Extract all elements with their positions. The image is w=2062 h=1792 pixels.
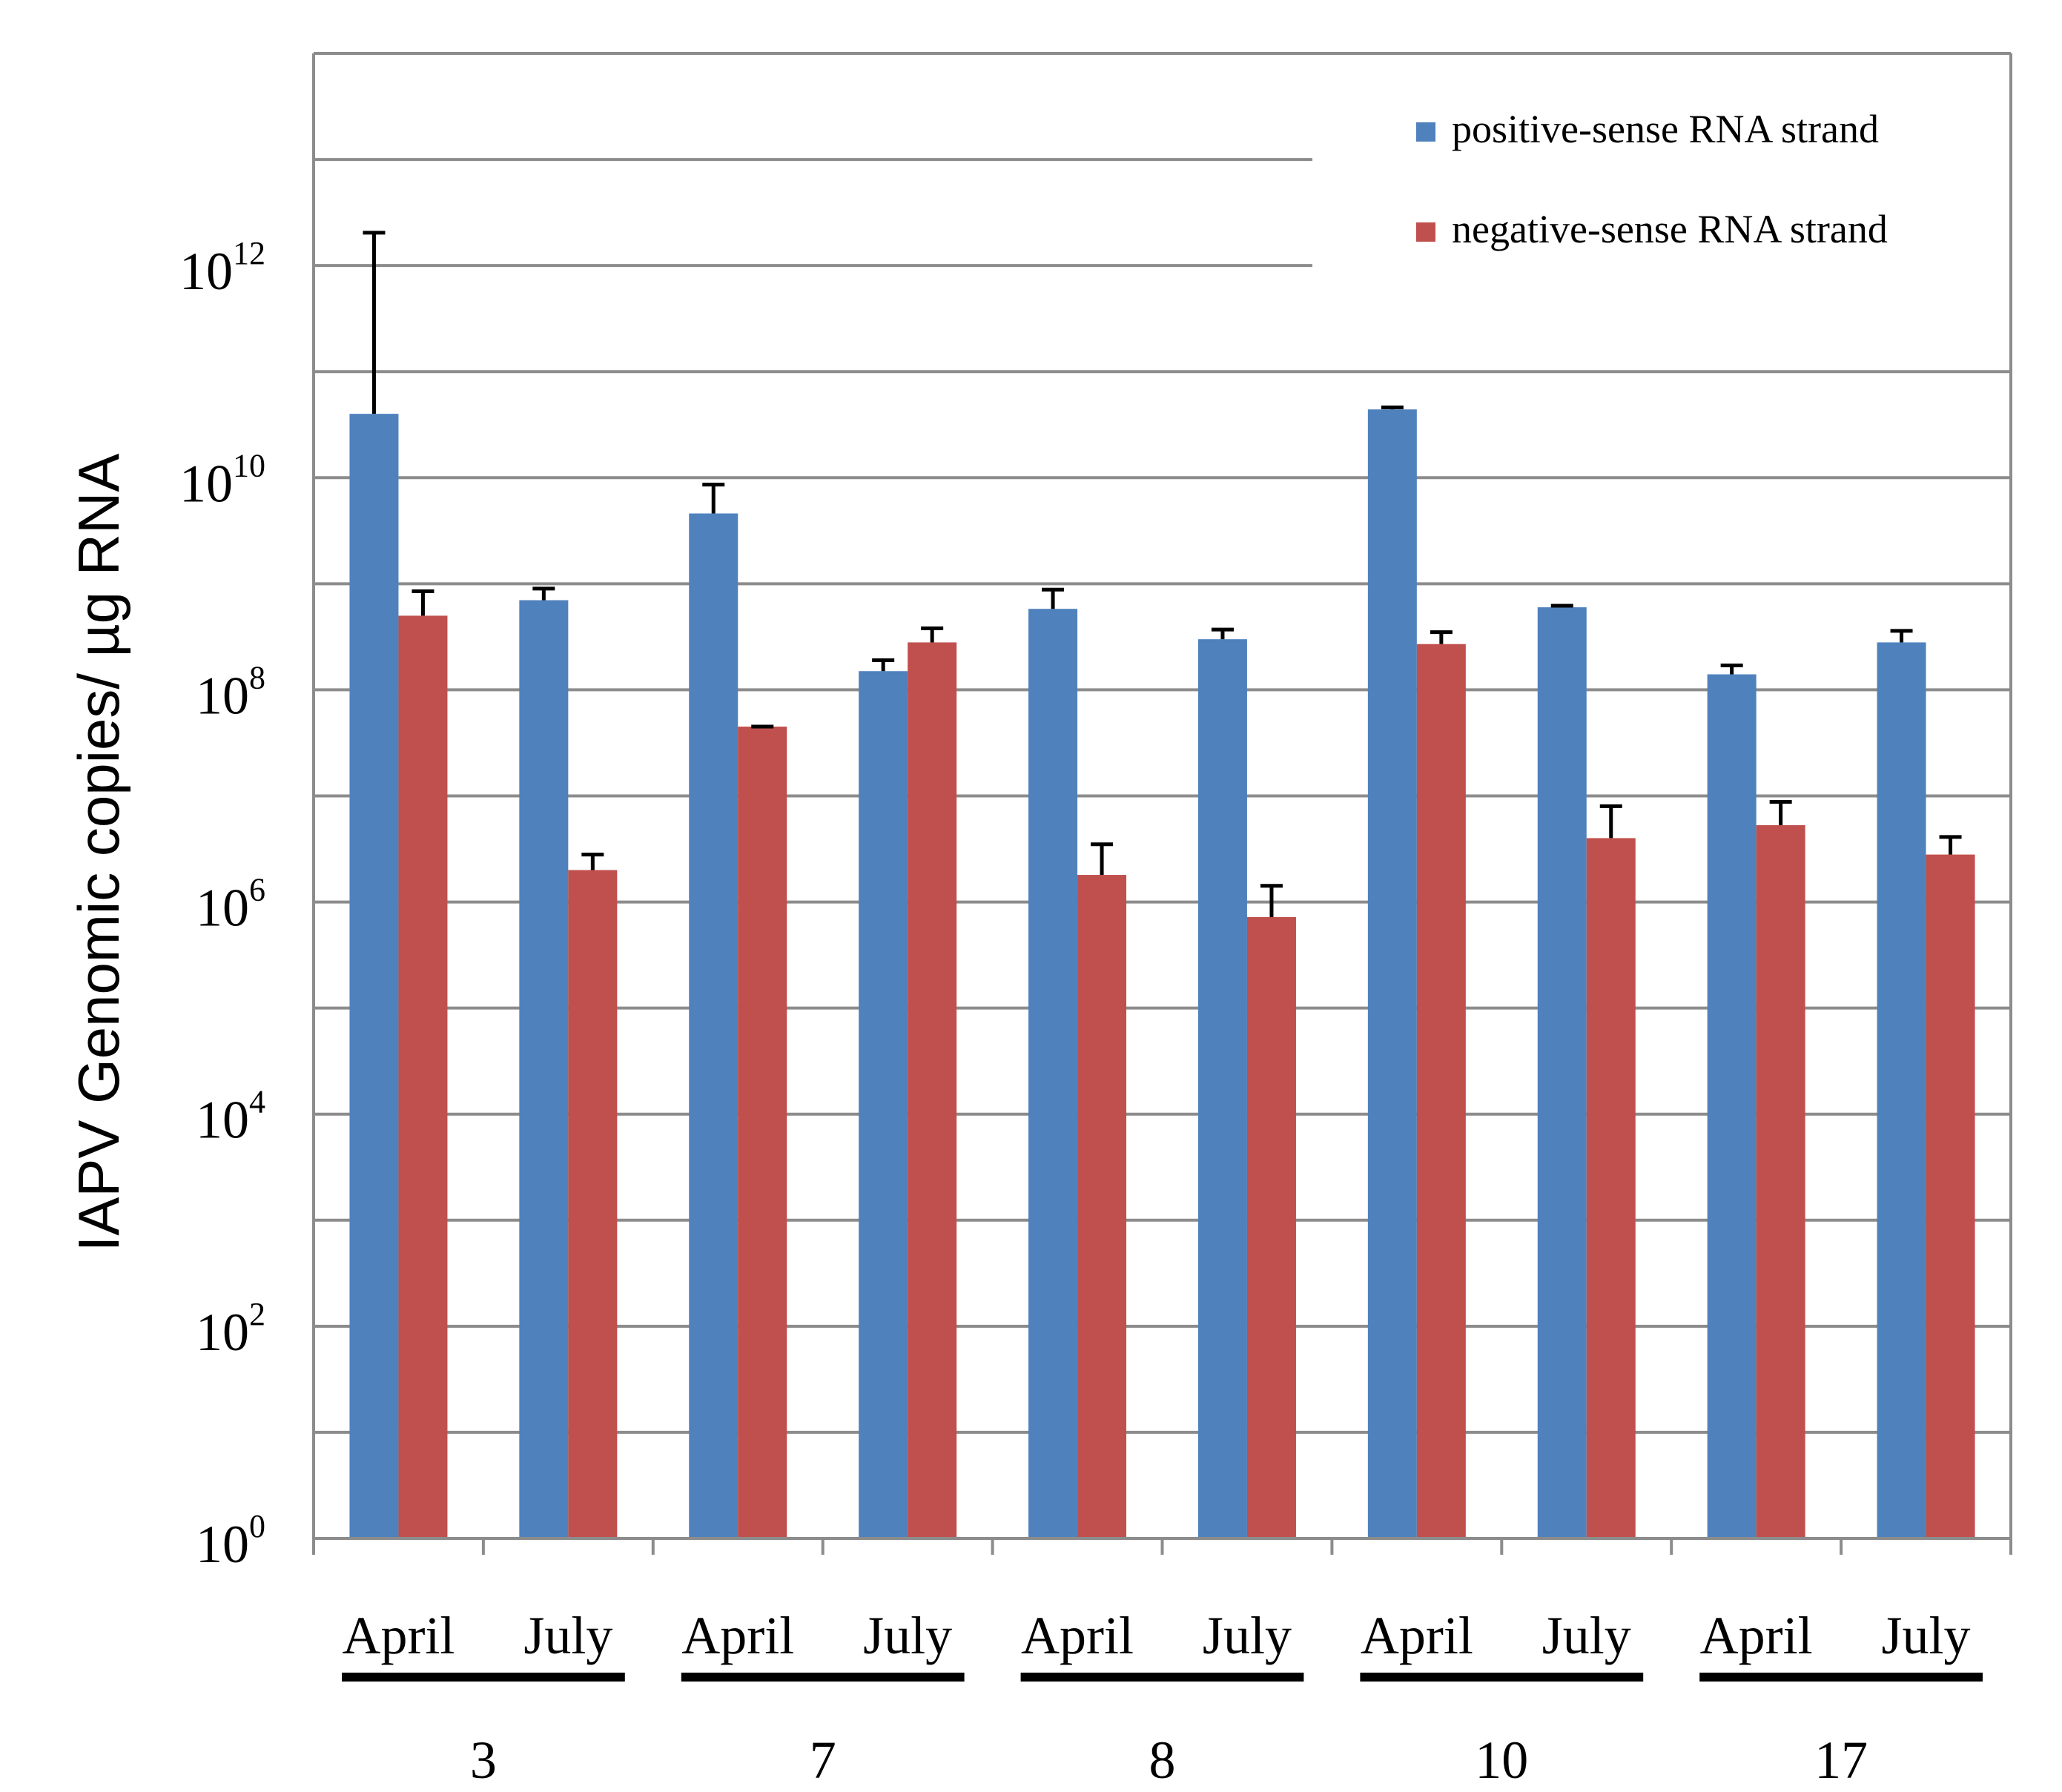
bar [1926,854,1975,1538]
x-category-labels: April July April July April July April July Apri… [342,1606,1970,1665]
legend-label-negative: negative-sense RNA strand [1452,207,1888,251]
y-tick-label: 1010 [179,447,265,513]
bar [738,727,787,1538]
bar [349,414,399,1538]
x-category-label: April [1021,1606,1134,1665]
bar [1028,609,1078,1538]
bar [568,870,618,1538]
x-category-label: July [1542,1606,1631,1665]
bar [1537,607,1587,1538]
y-tick-label: 102 [196,1296,265,1362]
x-category-label: April [681,1606,794,1665]
legend-swatch-positive [1416,122,1435,142]
x-category-label: July [1203,1606,1292,1665]
bar [1246,916,1296,1538]
y-tick-label: 108 [196,659,265,725]
bar [1367,409,1417,1538]
y-tick-label: 1012 [179,235,265,301]
bar [908,642,957,1538]
bar [1586,838,1636,1538]
x-category-label: April [1700,1606,1813,1665]
bar [1707,674,1757,1538]
y-tick-label: 106 [196,872,265,938]
bar [1877,642,1926,1538]
group-label: 17 [1814,1730,1868,1790]
group-labels: 3 7 8 10 17 [342,1673,1983,1790]
y-axis-label: IAPV Genomic copies/ µg RNA [66,454,131,1252]
bar [398,615,448,1538]
legend-swatch-negative [1416,222,1435,242]
bar [689,513,738,1539]
legend: positive-sense RNA strand negative-sense… [1312,89,2009,293]
bars [349,409,1975,1539]
y-tick-label: 100 [196,1508,265,1574]
group-label: 7 [810,1730,836,1790]
y-tick-labels: 100 102 104 106 108 1010 1012 [179,235,265,1574]
x-category-label: July [523,1606,612,1665]
bar [1077,875,1127,1538]
x-category-label: April [1361,1606,1473,1665]
x-category-label: July [863,1606,952,1665]
group-label: 3 [470,1730,497,1790]
bar [1197,639,1247,1538]
x-category-label: April [342,1606,455,1665]
y-tick-label: 104 [196,1084,265,1150]
x-category-label: July [1882,1606,1971,1665]
bar [1416,644,1466,1538]
error-bars [363,231,1962,917]
group-label: 10 [1475,1730,1528,1790]
group-label: 8 [1149,1730,1176,1790]
bar [519,600,569,1538]
bar [859,671,908,1539]
bar [1756,824,1805,1538]
plot-frame [312,52,2012,1555]
legend-label-positive: positive-sense RNA strand [1452,107,1879,151]
